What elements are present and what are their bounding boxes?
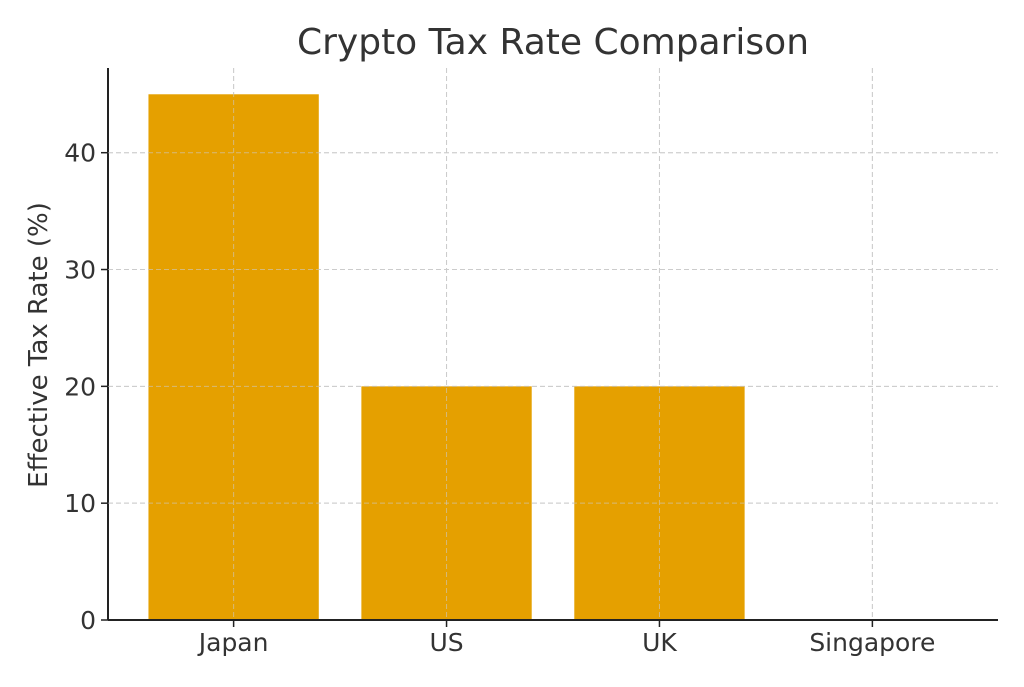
y-tick-label: 10 xyxy=(64,489,96,518)
y-tick-label: 40 xyxy=(64,139,96,168)
y-axis-label: Effective Tax Rate (%) xyxy=(24,202,54,488)
y-tick-label: 20 xyxy=(64,372,96,401)
x-tick-label: Japan xyxy=(197,628,269,657)
y-tick-label: 30 xyxy=(64,256,96,285)
x-tick-label: Singapore xyxy=(809,628,935,657)
x-tick-label: UK xyxy=(642,628,677,657)
chart-title: Crypto Tax Rate Comparison xyxy=(297,22,809,63)
y-tick-label: 0 xyxy=(80,606,96,635)
x-tick-label: US xyxy=(429,628,463,657)
